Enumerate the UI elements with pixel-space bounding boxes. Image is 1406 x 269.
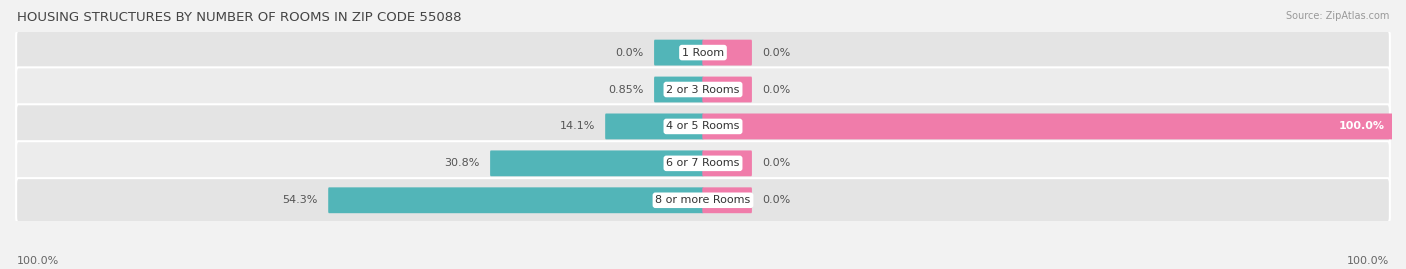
FancyBboxPatch shape: [15, 30, 1391, 75]
Text: 1 Room: 1 Room: [682, 48, 724, 58]
FancyBboxPatch shape: [654, 77, 703, 102]
Text: 14.1%: 14.1%: [560, 121, 595, 132]
Text: 100.0%: 100.0%: [1347, 256, 1389, 266]
FancyBboxPatch shape: [15, 141, 1391, 186]
FancyBboxPatch shape: [703, 187, 752, 213]
FancyBboxPatch shape: [703, 114, 1392, 139]
Text: Source: ZipAtlas.com: Source: ZipAtlas.com: [1285, 11, 1389, 21]
FancyBboxPatch shape: [15, 104, 1391, 148]
Text: 0.85%: 0.85%: [609, 84, 644, 94]
Text: 6 or 7 Rooms: 6 or 7 Rooms: [666, 158, 740, 168]
Text: 0.0%: 0.0%: [762, 195, 790, 205]
Text: 4 or 5 Rooms: 4 or 5 Rooms: [666, 121, 740, 132]
FancyBboxPatch shape: [605, 114, 703, 139]
FancyBboxPatch shape: [491, 150, 703, 176]
FancyBboxPatch shape: [654, 40, 703, 66]
Text: 54.3%: 54.3%: [283, 195, 318, 205]
Text: 8 or more Rooms: 8 or more Rooms: [655, 195, 751, 205]
Text: 0.0%: 0.0%: [762, 158, 790, 168]
Text: 100.0%: 100.0%: [1339, 121, 1385, 132]
FancyBboxPatch shape: [703, 150, 752, 176]
FancyBboxPatch shape: [703, 40, 752, 66]
Text: 0.0%: 0.0%: [616, 48, 644, 58]
Text: 30.8%: 30.8%: [444, 158, 479, 168]
FancyBboxPatch shape: [15, 178, 1391, 222]
Text: HOUSING STRUCTURES BY NUMBER OF ROOMS IN ZIP CODE 55088: HOUSING STRUCTURES BY NUMBER OF ROOMS IN…: [17, 11, 461, 24]
Text: 0.0%: 0.0%: [762, 48, 790, 58]
Text: 100.0%: 100.0%: [17, 256, 59, 266]
Text: 2 or 3 Rooms: 2 or 3 Rooms: [666, 84, 740, 94]
FancyBboxPatch shape: [328, 187, 703, 213]
FancyBboxPatch shape: [703, 77, 752, 102]
Text: 0.0%: 0.0%: [762, 84, 790, 94]
FancyBboxPatch shape: [15, 67, 1391, 112]
